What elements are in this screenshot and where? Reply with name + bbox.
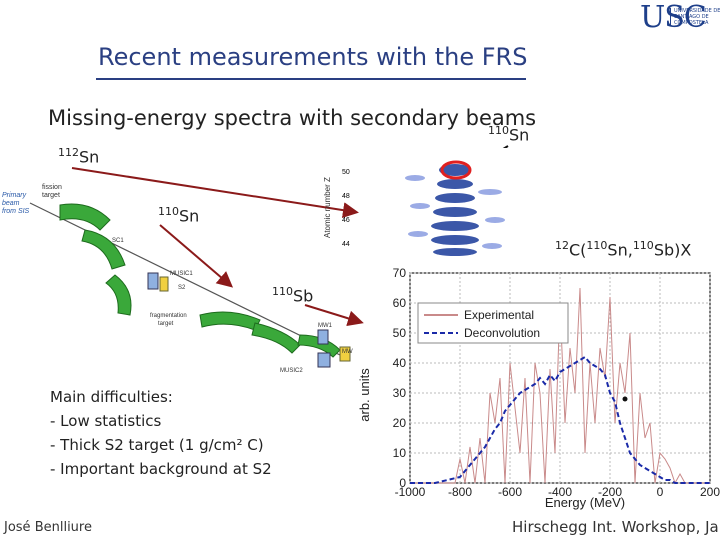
difficulties-list: Main difficulties: - Low statistics - Th… <box>50 385 272 481</box>
music1-detector <box>147 272 159 290</box>
label-sb110: 110Sb <box>272 285 314 306</box>
music1-label: MUSIC1 <box>170 271 193 277</box>
s2-label: S2 <box>178 285 186 291</box>
x-axis-label: Energy (MeV) <box>545 495 625 510</box>
highlight-circle <box>440 160 472 180</box>
primary-beam-label: Primary beam from SIS <box>2 192 30 215</box>
y-tick-label: 0 <box>399 476 406 490</box>
arrow-sn112 <box>71 167 359 219</box>
usc-logo-subtitle: UNIVERSIDADE DE SANTIAGO DE COMPOSTELA <box>670 8 720 26</box>
page-title: Recent measurements with the FRS <box>98 43 528 71</box>
series-line-deconvolution <box>410 355 710 484</box>
label-sn110: 110Sn <box>158 205 200 226</box>
difficulties-heading: Main difficulties: <box>50 388 173 406</box>
music2-label: MUSIC2 <box>280 368 303 374</box>
legend-box <box>417 302 569 344</box>
chart-legend: Experimental Deconvolution <box>417 302 569 344</box>
usc-logo: USC <box>640 0 707 35</box>
s2-target <box>159 276 169 292</box>
mw-label: MW <box>342 349 353 355</box>
dipole-magnet <box>297 334 341 358</box>
x-tick-label: 200 <box>700 485 720 499</box>
y-tick-label: 50 <box>393 326 407 340</box>
id-scatter <box>405 175 505 249</box>
y-axis-label: arb. units <box>357 368 372 422</box>
y-tick-label: 60 <box>393 296 407 310</box>
arrow-sn110 <box>159 224 234 288</box>
y-tick-label: 40 <box>393 356 407 370</box>
missing-energy-chart: arb. units Energy (MeV) -1000 -800 -600 -40… <box>357 266 720 510</box>
dipole-magnet <box>81 229 126 270</box>
dipole-magnet <box>251 322 301 354</box>
label-sn110-top: 110Sn <box>488 124 530 145</box>
difficulty-item: - Thick S2 target (1 g/cm² C) <box>50 436 264 454</box>
id-tick-label: 44 <box>342 241 350 248</box>
frs-diagram: fission target Primary beam from SIS SC1 MU… <box>2 184 353 374</box>
x-tick-label: -800 <box>448 485 472 499</box>
reaction-label: 12C(110Sn,110Sb)X <box>555 239 692 260</box>
dipole-magnet <box>105 274 132 316</box>
x-tick-label: -1000 <box>395 485 426 499</box>
id-tick-label: 46 <box>342 217 350 224</box>
x-tick-label: -400 <box>548 485 572 499</box>
title-underline <box>96 78 526 80</box>
particle-id-plot: Atomic number Z 50 48 46 44 42 <box>323 148 545 258</box>
id-tick-label: 48 <box>342 193 350 200</box>
id-clusters <box>431 164 479 256</box>
mw1-detector <box>317 329 329 345</box>
beam-line <box>29 202 341 356</box>
chart-series <box>410 287 710 485</box>
series-line-experimental <box>415 287 710 485</box>
frag-target-label: fragmentation target <box>150 313 187 327</box>
y-tick-label: 30 <box>393 386 407 400</box>
legend-label: Deconvolution <box>464 326 540 340</box>
x-tick-label: -600 <box>498 485 522 499</box>
legend-label: Experimental <box>464 308 534 322</box>
label-sn112: 112Sn <box>58 146 100 167</box>
mw-detector <box>339 346 351 362</box>
music2-detector <box>317 352 331 368</box>
id-plot-ylabel: Atomic number Z <box>323 177 332 238</box>
y-tick-label: 10 <box>393 446 407 460</box>
footer-author: José Benlliure <box>4 520 92 535</box>
sc1-label: SC1 <box>112 238 124 244</box>
x-tick-label: 0 <box>657 485 664 499</box>
slide-subtitle: Missing-energy spectra with secondary be… <box>48 106 537 130</box>
difficulty-item: - Low statistics <box>50 412 162 430</box>
difficulty-item: - Important background at S2 <box>50 460 272 478</box>
dipole-magnet <box>59 203 111 231</box>
x-tick-label: -200 <box>598 485 622 499</box>
id-tick-label: 50 <box>342 169 350 176</box>
mw1-label: MW1 <box>318 323 333 329</box>
annotation-dot <box>622 396 628 402</box>
y-tick-label: 70 <box>393 266 407 280</box>
chart-axes: -1000 -800 -600 -400 -200 0 200 0 10 20 30 40 50 60 70 <box>393 266 720 499</box>
fission-target-label: fission target <box>42 184 62 199</box>
footer-event: Hirschegg Int. Workshop, Janua <box>512 518 720 536</box>
y-tick-label: 20 <box>393 416 407 430</box>
arrow-sb110 <box>304 304 364 327</box>
